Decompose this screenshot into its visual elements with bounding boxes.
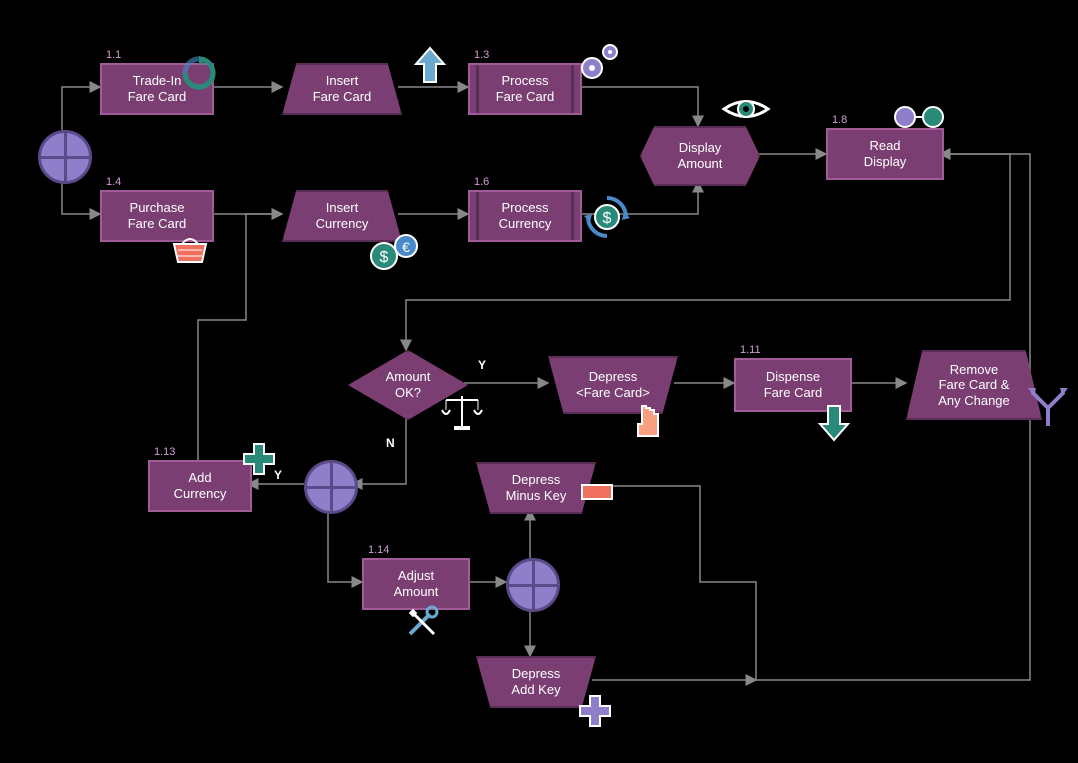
- node-label: Remove Fare Card & Any Change: [938, 362, 1010, 409]
- node-1-2: 1.2Insert Fare Card: [282, 63, 402, 115]
- node-1-3: 1.3Process Fare Card: [468, 63, 582, 115]
- scales-icon: [438, 390, 486, 441]
- node-id: 1.16: [482, 642, 503, 655]
- split-icon: [1024, 386, 1072, 437]
- connector-c1: [38, 130, 92, 184]
- node-id: 1.11: [740, 344, 761, 357]
- cycle-icon: [178, 52, 220, 101]
- node-1-15: 1.15Depress Minus Key: [476, 462, 596, 514]
- node-label: Depress Minus Key: [506, 472, 567, 503]
- node-id: 1.12: [912, 336, 933, 349]
- node-label: Insert Fare Card: [313, 73, 372, 104]
- node-id: 1.14: [368, 544, 389, 557]
- minus-icon: [580, 476, 614, 508]
- svg-text:$: $: [603, 210, 612, 227]
- node-id: 1.8: [832, 114, 847, 127]
- node-id: 1.10: [554, 342, 575, 355]
- connector-c3: [506, 558, 560, 612]
- down-arrow-icon: [816, 400, 852, 449]
- plus-icon: [240, 440, 278, 485]
- node-id: 1.13: [154, 446, 175, 459]
- edge-label: N: [386, 436, 395, 450]
- dollar-cycle-icon: $: [580, 192, 634, 249]
- node-label: Process Fare Card: [496, 73, 555, 104]
- node-id: 1.9: [354, 336, 369, 349]
- basket-icon: [168, 232, 212, 275]
- eye-icon: [720, 92, 772, 133]
- node-label: Read Display: [864, 138, 907, 169]
- node-label: Depress Add Key: [511, 666, 560, 697]
- node-1-7: 1.7Display Amount: [640, 126, 760, 186]
- hand-icon: [628, 400, 668, 451]
- edge-label: Y: [478, 358, 486, 372]
- node-label: Add Currency: [174, 470, 227, 501]
- node-id: 1.2: [288, 49, 303, 62]
- glasses-icon: [892, 104, 946, 137]
- gears-icon: [574, 40, 624, 91]
- node-id: 1.1: [106, 49, 121, 62]
- node-id: 1.5: [288, 176, 303, 189]
- svg-text:$: $: [380, 249, 389, 266]
- connector-c2: [304, 460, 358, 514]
- node-label: Depress <Fare Card>: [576, 369, 650, 400]
- plus-purple-icon: [576, 692, 614, 737]
- node-1-6: 1.6Process Currency: [468, 190, 582, 242]
- node-id: 1.15: [482, 448, 503, 461]
- node-id: 1.3: [474, 49, 489, 62]
- coins-icon: $€: [368, 230, 424, 277]
- tools-icon: [400, 600, 444, 651]
- node-label: Amount OK?: [386, 369, 431, 400]
- edge-label: Y: [274, 468, 282, 482]
- up-arrow-icon: [412, 46, 448, 95]
- node-label: Insert Currency: [316, 200, 369, 231]
- node-id: 1.6: [474, 176, 489, 189]
- node-label: Dispense Fare Card: [764, 369, 823, 400]
- node-1-12: 1.12Remove Fare Card & Any Change: [906, 350, 1042, 420]
- node-label: Purchase Fare Card: [128, 200, 187, 231]
- node-label: Display Amount: [678, 140, 723, 171]
- svg-text:€: €: [402, 239, 410, 255]
- node-label: Adjust Amount: [394, 568, 439, 599]
- node-id: 1.4: [106, 176, 121, 189]
- node-id: 1.7: [646, 112, 661, 125]
- node-1-13: 1.13Add Currency: [148, 460, 252, 512]
- node-label: Process Currency: [499, 200, 552, 231]
